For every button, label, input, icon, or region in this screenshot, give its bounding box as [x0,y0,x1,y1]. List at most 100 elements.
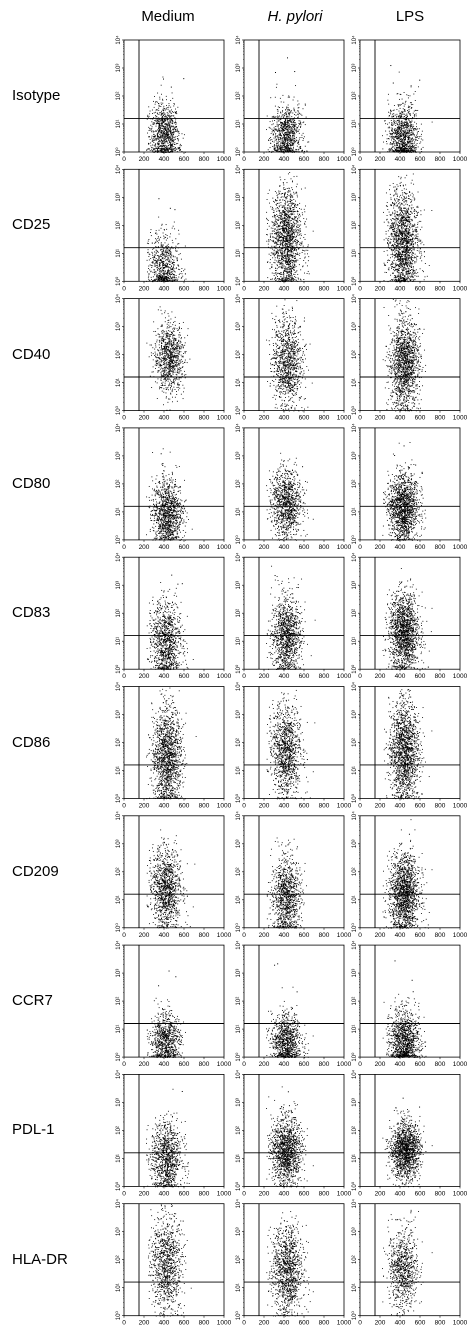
data-point [163,128,164,129]
data-point [282,129,283,130]
data-point [304,273,305,274]
data-point [301,243,302,244]
data-point [171,255,172,256]
data-point [157,263,158,264]
data-point [167,263,168,264]
data-point [158,141,159,142]
data-point [163,115,164,116]
data-point [156,116,157,117]
data-point [271,139,272,140]
data-point [280,219,281,220]
data-point [296,270,297,271]
data-point [181,145,182,146]
data-point [405,130,406,131]
data-point [290,233,291,234]
data-point [163,277,164,278]
data-point [175,272,176,273]
data-point [396,122,397,123]
data-point [293,250,294,251]
data-point [172,263,173,264]
data-point [148,241,149,242]
data-point [155,260,156,261]
data-point [294,132,295,133]
data-point [296,149,297,150]
data-point [409,142,410,143]
data-point [281,116,282,117]
data-point [277,145,278,146]
data-point [291,266,292,267]
data-point [408,128,409,129]
data-point [410,149,411,150]
data-point [159,257,160,258]
data-points [266,57,309,153]
data-point [299,232,300,233]
data-point [395,115,396,116]
data-point [159,146,160,147]
data-point [171,278,172,279]
data-point [287,188,288,189]
data-point [288,246,289,247]
y-tick-label: 10⁴ [115,164,122,174]
data-point [177,260,178,261]
data-point [284,135,285,136]
data-point [281,274,282,275]
data-point [167,124,168,125]
data-point [282,218,283,219]
data-point [398,104,399,105]
data-point [149,280,150,281]
data-point [275,221,276,222]
data-point [291,122,292,123]
data-point [309,273,310,274]
data-point [150,125,151,126]
data-point [288,142,289,143]
data-point [285,152,286,153]
data-point [151,267,152,268]
data-point [272,231,273,232]
data-point [280,145,281,146]
data-point [285,268,286,269]
data-point [412,127,413,128]
data-point [291,187,292,188]
data-point [285,266,286,267]
data-point [275,228,276,229]
data-point [289,109,290,110]
data-point [175,121,176,122]
data-point [273,151,274,152]
data-point [296,216,297,217]
y-tick-label: 10⁰ [115,147,122,157]
data-point [306,219,307,220]
data-point [279,116,280,117]
data-point [404,148,405,149]
data-point [175,127,176,128]
data-point [387,100,388,101]
data-point [274,225,275,226]
data-point [395,131,396,132]
data-point [274,120,275,121]
data-point [148,143,149,144]
data-point [159,119,160,120]
data-point [179,274,180,275]
data-point [155,144,156,145]
data-point [399,147,400,148]
data-point [270,147,271,148]
data-point [303,250,304,251]
data-point [413,126,414,127]
data-point [171,126,172,127]
data-point [300,233,301,234]
data-point [283,211,284,212]
data-point [166,252,167,253]
data-point [150,258,151,259]
data-point [167,107,168,108]
data-point [393,121,394,122]
data-point [282,235,283,236]
data-point [146,150,147,151]
data-point [286,117,287,118]
data-point [267,199,268,200]
data-point [396,137,397,138]
data-point [290,208,291,209]
data-point [278,226,279,227]
data-point [387,151,388,152]
data-point [294,136,295,137]
data-point [402,111,403,112]
data-point [148,127,149,128]
